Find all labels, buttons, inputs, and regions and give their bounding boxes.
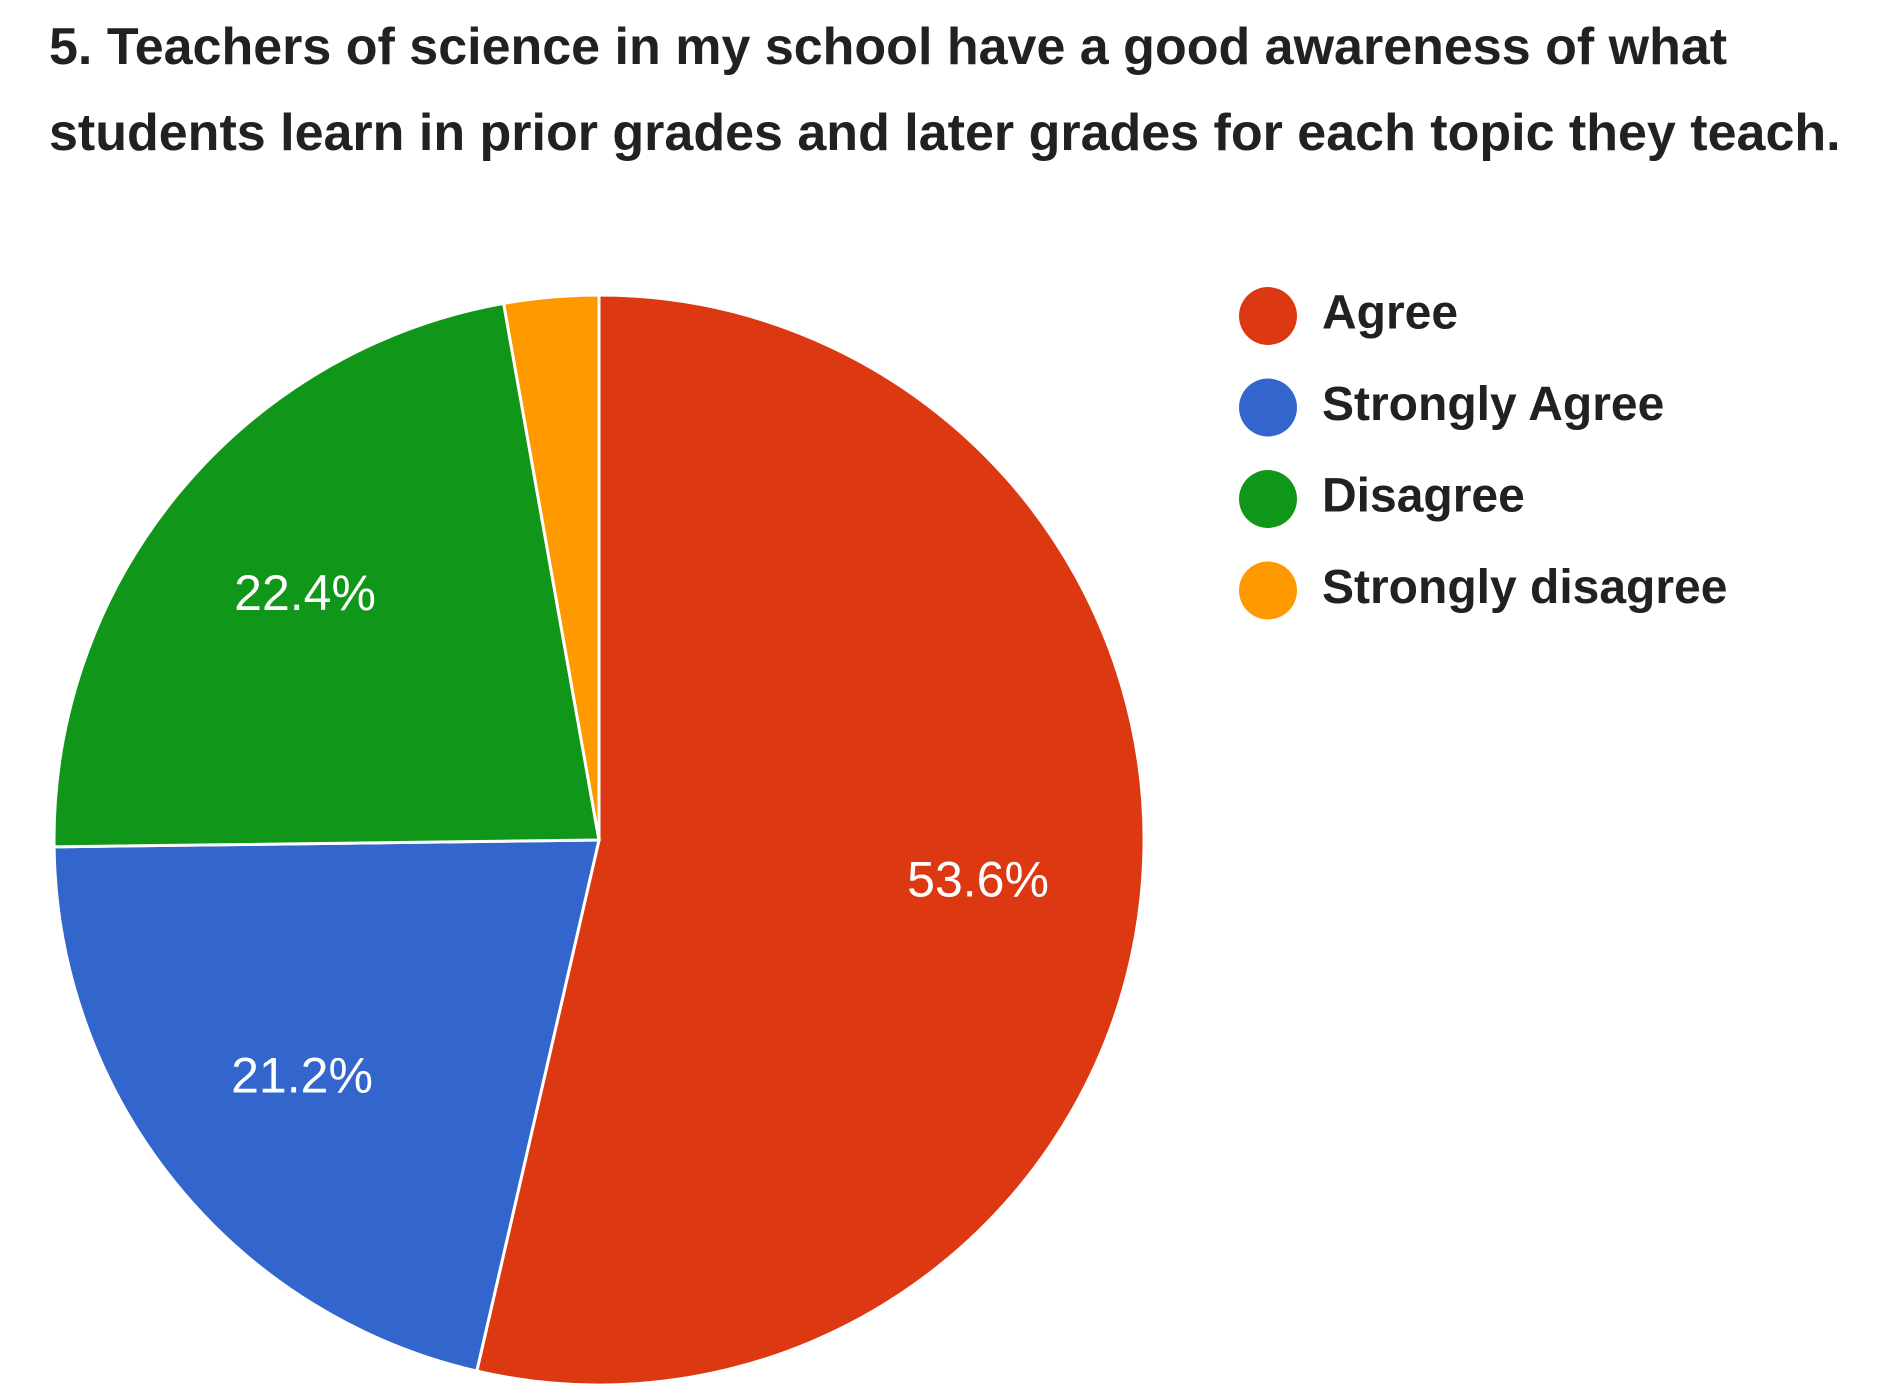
slice-label: 21.2% xyxy=(231,1048,373,1104)
legend-marker xyxy=(1239,470,1297,528)
legend-label: Strongly Agree xyxy=(1322,378,1664,431)
legend-marker xyxy=(1239,378,1297,437)
pie-slice xyxy=(52,301,601,849)
legend-marker xyxy=(1239,561,1297,620)
slice-label: 22.4% xyxy=(234,565,376,621)
pie-slice xyxy=(474,293,1146,1387)
slice-label: 53.6% xyxy=(907,851,1049,907)
chart-title: 5. Teachers of science in my school have… xyxy=(49,18,1841,162)
pie-slice xyxy=(52,838,601,1373)
legend-label: Disagree xyxy=(1322,470,1525,523)
pie-slice xyxy=(501,293,601,841)
legend-marker xyxy=(1239,287,1297,345)
legend-label: Strongly disagree xyxy=(1322,561,1727,614)
legend-label: Agree xyxy=(1322,287,1458,340)
